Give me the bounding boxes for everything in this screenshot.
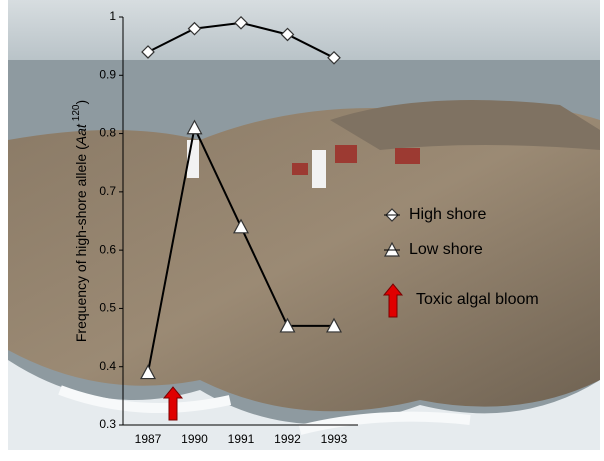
annotation-label: Toxic algal bloom bbox=[416, 291, 539, 308]
y-label-text: Frequency of high-shore allele ( bbox=[73, 145, 89, 342]
x-tick-label: 1991 bbox=[228, 432, 255, 446]
chart: Frequency of high-shore allele (Aat120) … bbox=[0, 0, 604, 461]
x-tick-label: 1993 bbox=[321, 432, 348, 446]
y-label-italic: Aat bbox=[73, 123, 89, 146]
y-tick-label: 0.6 bbox=[99, 242, 116, 256]
y-tick-label: 0.7 bbox=[99, 184, 116, 198]
page: {"chart_data": {"type": "line", "y_label… bbox=[0, 0, 604, 461]
x-tick-label: 1992 bbox=[274, 432, 301, 446]
legend-label: Low shore bbox=[409, 241, 483, 258]
y-axis-label: Frequency of high-shore allele (Aat 120) bbox=[71, 100, 89, 342]
y-label-superscript: 120 bbox=[71, 104, 82, 121]
y-label-text: ) bbox=[73, 100, 89, 105]
y-tick-label: 0.8 bbox=[99, 126, 116, 140]
y-tick-label: 0.9 bbox=[99, 67, 116, 81]
y-tick-label: 0.3 bbox=[99, 417, 116, 431]
legend-label: High shore bbox=[409, 206, 486, 223]
y-tick-label: 0.5 bbox=[99, 301, 116, 315]
x-tick-label: 1987 bbox=[135, 432, 162, 446]
y-tick-label: 0.4 bbox=[99, 359, 116, 373]
background-photo bbox=[8, 0, 600, 450]
y-tick-label: 1 bbox=[109, 9, 116, 23]
x-tick-label: 1990 bbox=[181, 432, 208, 446]
